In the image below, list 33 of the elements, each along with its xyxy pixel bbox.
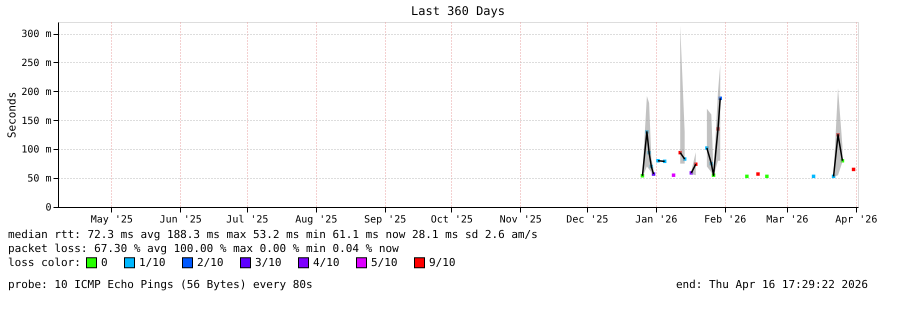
legend-label: 4/10 [313,256,340,269]
x-tick-label: Nov '25 [500,214,542,226]
y-tick-label: 0 [45,202,52,214]
x-tick-label: Jul '25 [226,214,268,226]
text: packet loss: 67.30 % avg 100.00 % max 0.00 % min 0.04 % now [8,242,400,255]
x-tick-label: Sep '25 [364,214,406,226]
x-tick-label: Aug '25 [295,214,338,226]
x-tick-label: Feb '26 [704,214,746,226]
chart-title: Last 360 Days [411,4,505,18]
x-tick-label: May '25 [90,214,133,226]
legend-title: loss color: [8,256,81,269]
x-tick-label: Jan '26 [635,214,678,226]
legend-label: 1/10 [139,256,166,269]
y-tick-label: 50 m [27,174,52,185]
text: median rtt: 72.3 ms avg 188.3 ms max 53.2 ms min 61.1 ms now 28.1 ms sd 2.6 am/s [8,228,538,241]
legend-label: 2/10 [197,256,224,269]
legend-label: 9/10 [429,256,456,269]
x-tick-label: Apr '26 [835,214,878,226]
legend-label: 5/10 [371,256,398,269]
legend-label: 0 [101,256,108,269]
y-tick-label: 300 m [21,29,52,40]
x-tick-label: Mar '26 [766,214,808,226]
y-tick-label: 250 m [21,58,52,69]
legend-label: 3/10 [255,256,282,269]
x-tick-label: Jun '25 [160,214,202,226]
y-tick-label: 100 m [21,144,52,156]
text: probe: 10 ICMP Echo Pings (56 Bytes) every 80s [8,278,313,291]
y-axis-title: Seconds [5,92,18,138]
y-tick-label: 200 m [21,86,52,98]
text: end: Thu Apr 16 17:29:22 2026 [676,278,868,291]
x-tick-label: Oct '25 [430,214,473,226]
x-tick-label: Dec '25 [566,214,608,226]
y-tick-label: 150 m [21,116,52,127]
